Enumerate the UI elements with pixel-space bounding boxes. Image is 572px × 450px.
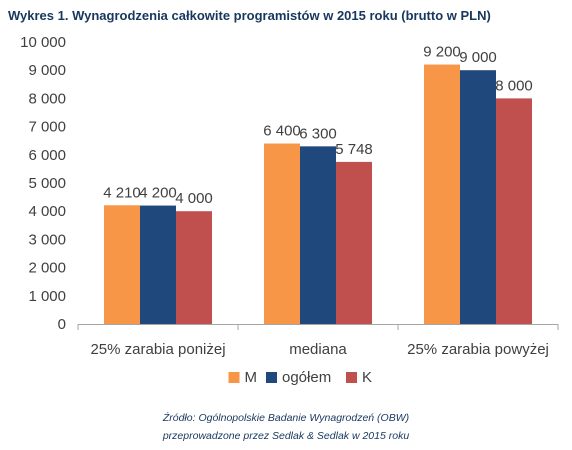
legend-swatch-K [346, 372, 357, 383]
x-category-label: 25% zarabia poniżej [90, 341, 225, 358]
y-tick-label: 4 000 [28, 203, 66, 220]
bar-M [424, 64, 460, 324]
legend-label: ogółem [282, 369, 331, 386]
source-note-line-2: przeprowadzone przez Sedlak & Sedlak w 2… [162, 430, 410, 442]
y-tick-label: 5 000 [28, 175, 66, 192]
y-axis-ticks: 0 1 000 2 000 3 000 4 000 5 000 6 000 7 000 8 00… [20, 34, 66, 333]
bar-M [104, 205, 140, 324]
x-category-label: mediana [289, 341, 347, 358]
legend-label: K [362, 369, 372, 386]
bars [104, 64, 532, 325]
bar-value-label: 8 000 [495, 77, 533, 94]
bar-value-label: 4 210 [103, 184, 141, 201]
bar-K [496, 98, 532, 325]
x-axis-ticks: 25% zarabia poniżej mediana 25% zarabia po… [77, 324, 559, 358]
bar-value-label: 5 748 [335, 141, 373, 158]
bar-ogółem [300, 146, 336, 324]
legend-swatch-ogółem [266, 372, 277, 383]
bar-value-label: 4 200 [139, 185, 177, 202]
bar-ogółem [460, 70, 496, 324]
bar-ogółem [140, 205, 176, 324]
y-tick-label: 3 000 [28, 231, 66, 248]
bar-value-label: 4 000 [175, 190, 213, 207]
y-tick-label: 0 [58, 316, 66, 333]
legend-swatch-M [228, 372, 240, 383]
bar-K [336, 161, 372, 324]
chart-title: Wykres 1. Wynagrodzenia całkowite progra… [8, 8, 491, 23]
y-tick-label: 2 000 [28, 260, 66, 277]
y-tick-label: 7 000 [28, 119, 66, 136]
y-tick-label: 9 000 [28, 62, 66, 79]
y-tick-label: 6 000 [28, 147, 66, 164]
source-note-line-1: Źródło: Ogólnopolskie Badanie Wynagrodze… [162, 412, 410, 424]
bar-value-label: 9 200 [423, 44, 461, 61]
y-tick-label: 8 000 [28, 90, 66, 107]
bar-value-label: 6 400 [263, 123, 301, 140]
bar-value-label: 9 000 [459, 49, 497, 66]
y-tick-label: 10 000 [20, 34, 66, 51]
legend-label: M [245, 369, 258, 386]
bar-K [176, 211, 212, 324]
y-tick-label: 1 000 [28, 288, 66, 305]
bar-value-label: 6 300 [299, 125, 337, 142]
bar-M [264, 143, 300, 324]
x-category-label: 25% zarabia powyżej [407, 341, 549, 358]
